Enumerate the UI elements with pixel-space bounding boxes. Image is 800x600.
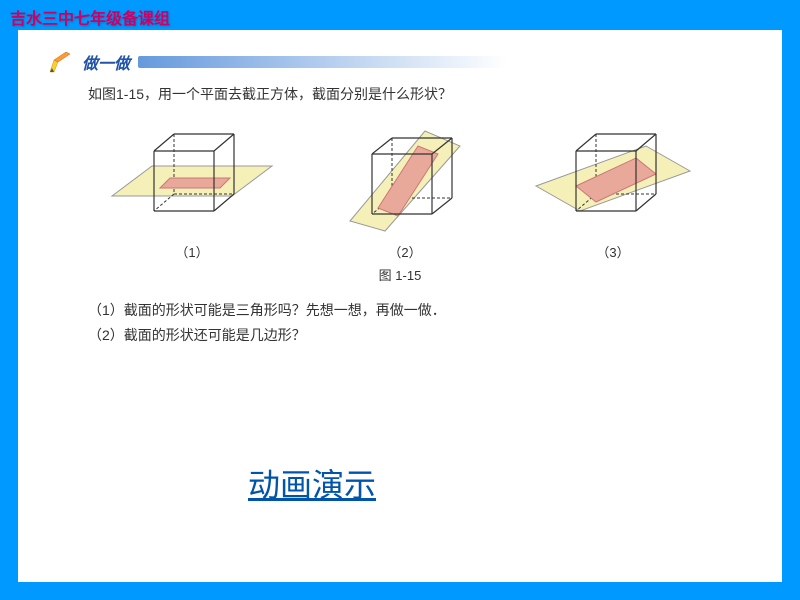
sub-questions: （1）截面的形状可能是三角形吗？先想一想，再做一做． （2）截面的形状还可能是几… <box>88 298 752 348</box>
header-title: 吉水三中七年级备课组 <box>10 11 170 28</box>
pencil-icon <box>48 50 76 74</box>
sub-question-1: （1）截面的形状可能是三角形吗？先想一想，再做一做． <box>88 298 752 323</box>
page-header: 吉水三中七年级备课组 <box>0 0 800 30</box>
main-question: 如图1-15，用一个平面去截正方体，截面分别是什么形状？ <box>88 84 752 104</box>
content-frame: 做一做 如图1-15，用一个平面去截正方体，截面分别是什么形状？ <box>18 30 782 582</box>
section-header: 做一做 <box>48 50 752 74</box>
diagram-3: （3） <box>528 116 698 261</box>
animation-link[interactable]: 动画演示 <box>248 460 376 506</box>
diagram-2: （2） <box>330 116 480 261</box>
title-gradient-bar <box>138 56 752 68</box>
diagrams-row: （1） <box>78 116 722 261</box>
diagram-3-label: （3） <box>528 242 698 261</box>
diagram-1-label: （1） <box>102 242 282 261</box>
sub-question-2: （2）截面的形状还可能是几边形？ <box>88 323 752 348</box>
section-title: 做一做 <box>82 50 130 74</box>
diagram-2-label: （2） <box>330 242 480 261</box>
diagram-1: （1） <box>102 116 282 261</box>
figure-caption: 图 1-15 <box>48 265 752 284</box>
